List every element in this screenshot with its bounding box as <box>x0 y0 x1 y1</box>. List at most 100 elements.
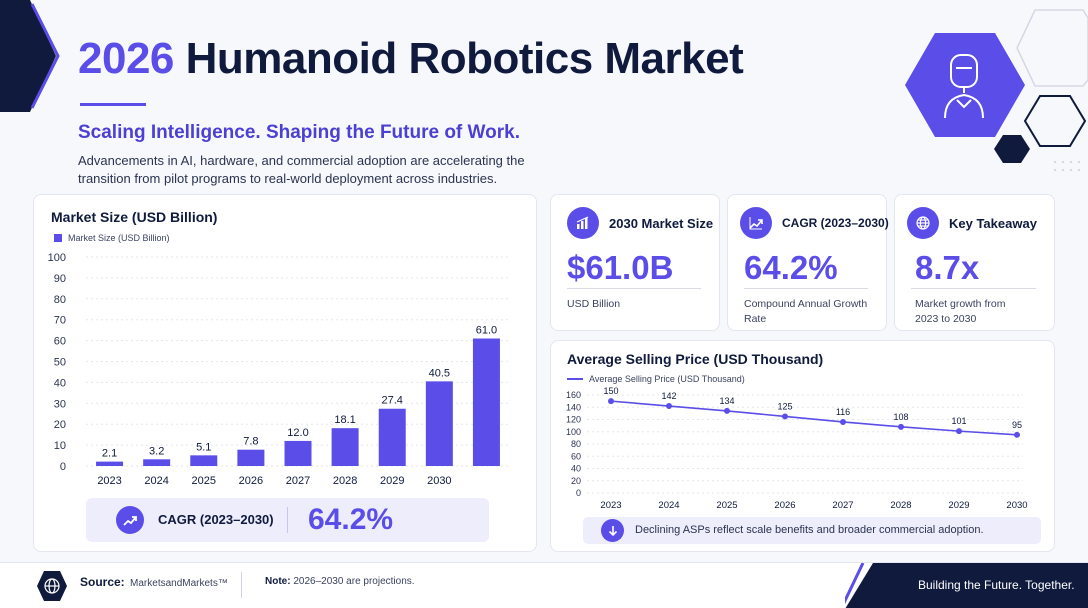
x-tick-label: 2026 <box>774 500 795 511</box>
kpi-label: CAGR (2023–2030) <box>782 216 889 230</box>
bar-value-label: 7.8 <box>243 436 258 448</box>
asp-line-chart: 0 20 40 60 80 100 120 140 160 150 2023 142 2024 134 20… <box>566 386 1028 511</box>
bar <box>190 455 218 466</box>
bar-value-label: 2.1 <box>102 448 117 460</box>
note-value: 2026–2030 are projections. <box>293 576 415 587</box>
x-tick-label: 2030 <box>427 475 451 487</box>
cagr-banner-icon <box>116 506 144 534</box>
page-title: 2026 Humanoid Robotics Market <box>78 34 744 84</box>
data-label: 134 <box>719 396 734 406</box>
note-label: Note: <box>265 576 291 587</box>
y-tick-label: 20 <box>571 476 581 486</box>
bar <box>331 428 359 466</box>
asp-note-text: Declining ASPs reflect scale benefits an… <box>635 524 984 536</box>
data-point <box>608 398 614 405</box>
bar-value-label: 40.5 <box>429 367 450 379</box>
kpi-subtext: Market growth from 2023 to 2030 <box>915 298 1006 325</box>
y-tick-label: 20 <box>54 419 66 431</box>
y-tick-label: 0 <box>576 488 581 498</box>
y-tick-label: 80 <box>54 294 66 306</box>
kpi-subtext: USD Billion <box>567 298 621 310</box>
x-tick-label: 2024 <box>658 500 679 511</box>
y-tick-label: 100 <box>566 427 581 437</box>
kpi-divider <box>744 288 868 289</box>
footer-tagline: Building the Future. Together. <box>918 578 1075 592</box>
data-point <box>1014 431 1020 438</box>
footer: Source: MarketsandMarkets™ Note: 2026–20… <box>0 562 1088 608</box>
bar <box>425 381 453 466</box>
legend-swatch <box>54 234 62 242</box>
data-label: 101 <box>951 416 966 426</box>
asp-card: Average Selling Price (USD Thousand) Ave… <box>550 340 1055 552</box>
kpi-card-market-size: 2030 Market Size $61.0B USD Billion <box>550 194 720 331</box>
title-text: Humanoid Robotics Market <box>185 34 744 83</box>
data-label: 142 <box>661 391 676 401</box>
x-tick-label: 2025 <box>192 475 216 487</box>
y-tick-label: 90 <box>54 273 66 285</box>
x-tick-label: 2023 <box>97 475 121 487</box>
bar-chart-icon <box>567 207 599 239</box>
x-tick-label: 2029 <box>380 475 404 487</box>
data-point <box>956 428 962 435</box>
kpi-value: $61.0B <box>567 249 674 286</box>
data-point <box>724 407 730 414</box>
x-tick-label: 2028 <box>890 500 911 511</box>
bar-value-label: 12.0 <box>287 427 308 439</box>
x-tick-label: 2027 <box>286 475 310 487</box>
market-size-bar-chart: 01020304050607080901002.120233.220245.12… <box>48 252 510 487</box>
y-tick-label: 60 <box>54 336 66 348</box>
footer-divider <box>241 572 242 598</box>
cagr-banner-value: 64.2% <box>308 503 394 536</box>
kpi-divider <box>911 288 1036 289</box>
y-tick-label: 0 <box>60 461 66 473</box>
y-tick-label: 40 <box>54 377 66 389</box>
footer-tagline-band <box>845 563 1088 608</box>
legend-label: Market Size (USD Billion) <box>68 233 170 243</box>
kpi-subtext: Compound Annual Growth Rate <box>744 298 868 325</box>
y-tick-label: 100 <box>48 252 66 264</box>
y-tick-label: 80 <box>571 439 581 449</box>
kpi-card-cagr: CAGR (2023–2030) 64.2% Compound Annual G… <box>727 194 889 331</box>
cagr-banner-label: CAGR (2023–2030) <box>158 512 274 527</box>
data-label: 150 <box>603 386 618 396</box>
legend-line-swatch <box>567 378 583 380</box>
data-point <box>898 423 904 430</box>
source-label: Source: <box>80 575 125 589</box>
bar <box>237 449 265 466</box>
data-label: 108 <box>893 412 908 422</box>
x-tick-label: 2028 <box>333 475 357 487</box>
bar-value-label: 27.4 <box>382 395 403 407</box>
bar <box>378 408 406 466</box>
legend-label: Average Selling Price (USD Thousand) <box>589 374 745 384</box>
data-label: 125 <box>777 401 792 411</box>
x-tick-label: 2030 <box>1006 500 1027 511</box>
y-tick-label: 60 <box>571 451 581 461</box>
globe-icon <box>907 207 939 239</box>
y-tick-label: 140 <box>566 402 581 412</box>
robot-hexagon-decoration <box>905 9 1088 172</box>
data-label: 95 <box>1012 420 1022 430</box>
page-description: Advancements in AI, hardware, and commer… <box>78 153 525 186</box>
footer-source: Source: MarketsandMarkets™ <box>80 575 228 589</box>
kpi-label: 2030 Market Size <box>609 215 714 231</box>
bar-value-label: 5.1 <box>196 441 211 453</box>
data-point <box>666 403 672 410</box>
y-tick-label: 160 <box>566 390 581 400</box>
page-subtitle: Scaling Intelligence. Shaping the Future… <box>78 122 520 143</box>
y-tick-label: 70 <box>54 315 66 327</box>
title-underline <box>80 103 146 106</box>
x-tick-label: 2027 <box>832 500 853 511</box>
bar <box>143 459 171 466</box>
bar-value-label: 18.1 <box>334 414 355 426</box>
trend-up-icon <box>740 207 772 239</box>
kpi-value: 8.7x <box>915 249 980 286</box>
kpi-divider <box>567 288 701 289</box>
bar <box>472 338 500 466</box>
bar-value-label: 3.2 <box>149 445 164 457</box>
data-label: 116 <box>836 407 850 417</box>
market-size-card: Market Size (USD Billion) Market Size (U… <box>33 194 537 552</box>
x-tick-label: 2025 <box>716 500 737 511</box>
bar-value-label: 61.0 <box>476 325 497 337</box>
x-tick-label: 2029 <box>948 500 969 511</box>
kpi-label: Key Takeaway <box>949 215 1037 231</box>
